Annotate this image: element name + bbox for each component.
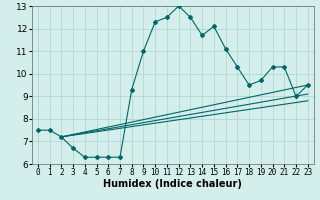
X-axis label: Humidex (Indice chaleur): Humidex (Indice chaleur) bbox=[103, 179, 242, 189]
